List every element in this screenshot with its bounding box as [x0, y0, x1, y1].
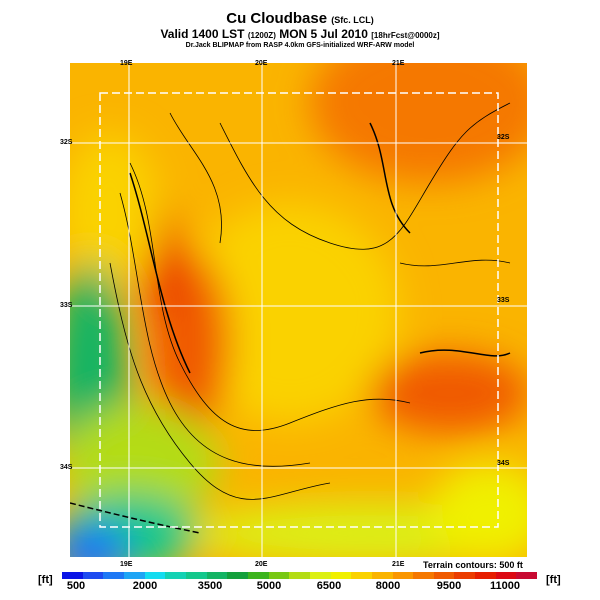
- lon-label-bottom-20e: 20E: [255, 561, 268, 568]
- colorbar-swatch: [413, 572, 434, 579]
- lat-label-left-32s: 32S: [60, 139, 73, 146]
- colorbar-swatch: [495, 572, 517, 579]
- cloudbase-map: [70, 63, 527, 557]
- colorbar-label: 5000: [256, 580, 282, 592]
- colorbar-swatch: [454, 572, 476, 579]
- colorbar-swatch: [351, 572, 372, 579]
- lon-label-top-20e: 20E: [255, 60, 268, 67]
- colorbar-swatch: [433, 572, 455, 579]
- colorbar-label: 8000: [375, 580, 401, 592]
- lat-label-right-34s: 34S: [497, 460, 510, 467]
- valid-forecast: [18hrFcst@0000z]: [371, 31, 440, 40]
- colorbar-swatch: [103, 572, 124, 579]
- colorbar-label: 11000: [490, 580, 520, 592]
- colorbar-label: 6500: [316, 580, 342, 592]
- colorbar-swatch: [371, 572, 393, 579]
- colorbar-swatch: [475, 572, 496, 579]
- colorbar-swatch: [289, 572, 310, 579]
- valid-date: MON 5 Jul 2010: [279, 27, 368, 41]
- colorbar-swatch: [392, 572, 414, 579]
- colorbar-label: 2000: [132, 580, 158, 592]
- colorbar-swatch: [227, 572, 248, 579]
- lat-label-left-34s: 34S: [60, 464, 73, 471]
- title-note: (Sfc. LCL): [331, 15, 374, 25]
- colorbar-swatch: [206, 572, 228, 579]
- colorbar-swatch: [185, 572, 207, 579]
- chart-title: Cu Cloudbase (Sfc. LCL): [0, 10, 600, 27]
- lat-label-left-33s: 33S: [60, 302, 73, 309]
- colorbar-swatch: [309, 572, 331, 579]
- lon-label-top-19e: 19E: [120, 60, 133, 67]
- valid-zulu: (1200Z): [247, 31, 276, 40]
- colorbar-label: 3500: [197, 580, 223, 592]
- lon-label-bottom-21e: 21E: [392, 561, 405, 568]
- colorbar: [62, 572, 538, 579]
- colorbar-label: 9500: [436, 580, 462, 592]
- lat-label-right-32s: 32S: [497, 134, 510, 141]
- colorbar-label: 500: [66, 580, 86, 592]
- colorbar-swatch: [247, 572, 269, 579]
- source-note: Dr.Jack BLIPMAP from RASP 4.0km GFS-init…: [185, 42, 415, 49]
- colorbar-swatch: [165, 572, 186, 579]
- colorbar-swatch: [268, 572, 290, 579]
- colorbar-swatch: [516, 572, 538, 579]
- terrain-contour-note: Terrain contours: 500 ft: [423, 560, 523, 570]
- colorbar-swatch: [330, 572, 352, 579]
- lon-label-bottom-19e: 19E: [120, 561, 133, 568]
- valid-time: Valid 1400 LST (1200Z) MON 5 Jul 2010 [1…: [0, 27, 600, 41]
- title-main: Cu Cloudbase: [226, 10, 328, 27]
- colorbar-unit-left: [ft]: [38, 574, 53, 586]
- colorbar-swatch: [123, 572, 145, 579]
- lon-label-top-21e: 21E: [392, 60, 405, 67]
- colorbar-unit-right: [ft]: [546, 574, 561, 586]
- colorbar-swatch: [144, 572, 166, 579]
- lat-label-right-33s: 33S: [497, 297, 510, 304]
- valid-label: Valid 1400 LST: [160, 27, 245, 41]
- colorbar-swatch: [62, 572, 83, 579]
- colorbar-swatch: [82, 572, 104, 579]
